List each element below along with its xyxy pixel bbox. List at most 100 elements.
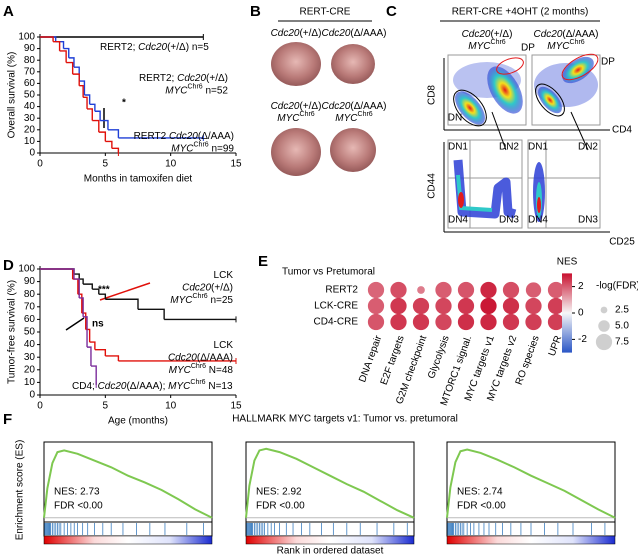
series-label: RERT2; Cdc20(+/Δ) [139,73,228,84]
x-tick-label: 5 [103,159,109,170]
text-run: (Δ/AAA) [562,29,598,40]
dot [502,313,520,331]
photo-caption: MYCChr6 [335,111,373,123]
gate [453,89,487,127]
quadrant-label: DN1 [528,142,548,153]
text-run: MYC [171,143,194,154]
text-run: Chr6 [188,84,203,91]
survival-step [89,341,96,350]
survival-step [40,36,54,42]
plot-frame [447,54,527,126]
row-label: RERT2 [325,285,358,296]
dot [502,281,520,299]
text-run: Cdc20 [182,282,211,293]
size-legend-label: 5.0 [615,321,629,332]
density [487,66,523,114]
size-legend-dot [595,333,613,351]
column-label: Glycolysis [426,334,452,380]
survival-step [87,108,93,121]
y-tick-label: 100 [18,264,35,275]
series-label: LCK [214,340,234,351]
text-run: Cdc20 [271,28,300,39]
text-run: Chr6 [358,111,373,118]
photo [330,128,376,172]
survival-step [83,283,93,290]
gate [561,53,599,81]
text-run: N=13 [206,381,233,392]
density [458,192,464,208]
survival-step [84,94,91,105]
survival-step [68,57,75,68]
survival-step [107,129,120,138]
rank-gradient [446,535,616,545]
colorbar-tick-label: -2 [578,334,587,345]
survival-step [40,268,75,280]
x-tick-label: 10 [165,401,177,412]
dot [367,313,385,331]
significance: * [122,98,126,109]
text-run: (+/Δ) [490,29,512,40]
survival-step [72,278,79,295]
flow-plots [443,53,610,233]
survival-step [66,61,74,75]
y-tick-label: 40 [24,101,36,112]
series-label: MYCChr6 n=25 [170,293,233,305]
text-run: RERT2; [139,73,177,84]
significance: *** [98,285,110,296]
text-run: (+/Δ) [299,101,321,112]
photo-caption: Cdc20(Δ/AAA) [321,101,386,112]
gate-label: DP [601,57,615,68]
text-run: Cdc20 [321,101,350,112]
plot-frame [527,139,601,229]
text-run: N=48 [206,365,233,376]
series-label: RERT2; Cdc20(+/Δ) n=5 [100,42,209,53]
text-run: Cdc20 [462,29,491,40]
x-tick-label: 15 [230,401,242,412]
dot [390,281,407,299]
plot-frame [447,139,523,229]
dot [480,297,497,315]
density [538,86,562,114]
chart-title: Tumor vs Pretumoral [282,267,375,278]
x-tick-label: 10 [165,159,177,170]
text-run: Cdc20 [169,131,198,142]
text-run: LCK [214,340,234,351]
y-tick-label: 10 [24,377,36,388]
dot [457,297,475,315]
photo-caption: Cdc20(+/Δ) [271,28,322,39]
text-run: Chr6 [300,111,315,118]
es-curve [43,449,213,519]
y-tick-label: 0 [29,148,35,159]
text-run: MYC [170,295,193,306]
text-run: (+/Δ) n=5 [167,42,209,53]
series-label: LCK [214,270,234,281]
density [453,159,517,219]
photo [271,128,321,176]
plot-frame [531,54,601,126]
panel-title: RERT-CRE [300,7,351,18]
survival-step [92,119,100,133]
text-run: RERT2; [100,42,138,53]
dot [525,297,542,315]
arrow [99,282,151,301]
text-run: Chr6 [491,39,506,46]
dot [367,281,385,299]
axis-label: CD44 [427,173,438,199]
survival-step [79,297,84,317]
quadrant-label: DN3 [578,215,598,226]
survival-step [89,103,96,112]
dot [390,313,407,331]
dot [435,313,452,331]
text-run: Chr6 [193,293,208,300]
dot [480,313,497,331]
arrow [491,111,507,151]
series-label: MYCChr6 n=99 [171,142,234,154]
text-run: Cdc20 [321,28,350,39]
photo-caption: MYCChr6 [277,111,315,123]
survival-step [100,119,109,130]
series-label: Cdc20(Δ/AAA) [168,352,233,363]
text-run: n=25 [208,295,234,306]
y-tick-label: 0 [29,390,35,401]
text-run: (Δ/AAA) [198,131,234,142]
survival-step [98,131,107,142]
